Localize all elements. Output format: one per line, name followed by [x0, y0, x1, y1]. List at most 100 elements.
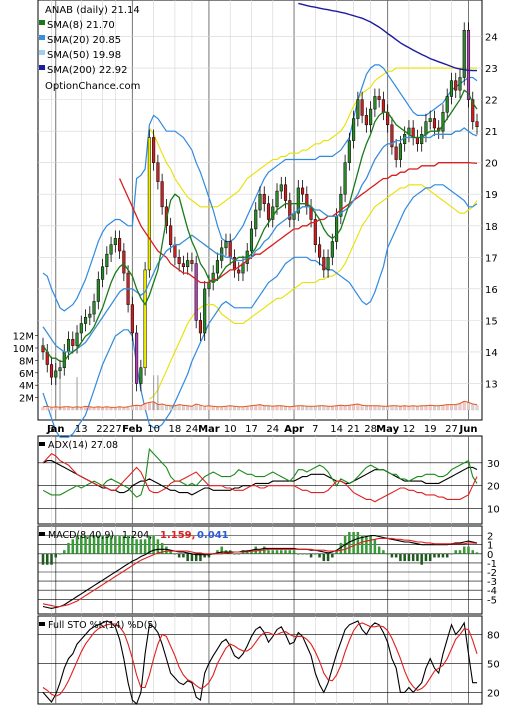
candle-body: [122, 250, 126, 274]
candle-body: [326, 257, 330, 271]
candle-body: [139, 367, 143, 384]
candle-body: [471, 99, 475, 122]
candle-body: [152, 137, 156, 163]
macd-tick-label: 0: [487, 550, 493, 561]
legend-sma20: SMA(20) 20.85: [47, 35, 121, 46]
macd-histogram-bar: [237, 553, 240, 555]
macd-histogram-bar: [173, 553, 177, 555]
candle-body: [369, 108, 373, 126]
macd-histogram-bar: [360, 535, 364, 554]
x-tick-label: 19: [424, 424, 437, 435]
volume-bar: [441, 405, 445, 411]
volume-bar: [475, 404, 479, 411]
macd-histogram-bar: [377, 546, 381, 554]
volume-bar: [105, 407, 109, 411]
volume-bar: [381, 406, 385, 411]
volume-bar: [305, 406, 309, 411]
macd-histogram-bar: [297, 553, 300, 555]
candle-body: [322, 257, 326, 271]
macd-histogram-bar: [186, 553, 189, 562]
macd-histogram-bar: [250, 550, 253, 554]
macd-histogram-bar: [177, 553, 181, 558]
volume-bar: [424, 406, 428, 411]
macd-histogram-bar: [386, 553, 389, 555]
candle-body: [237, 269, 241, 274]
candle-body: [147, 137, 151, 271]
volume-bar: [237, 407, 241, 411]
volume-bar: [173, 406, 177, 411]
volume-average: [42, 400, 478, 408]
volume-bar: [445, 404, 449, 411]
macd-histogram-bar: [309, 553, 313, 558]
sma20-line: [42, 127, 478, 353]
adx-title: ADX(14) 27.08: [48, 440, 118, 451]
volume-bar: [326, 406, 330, 411]
volume-bar: [301, 406, 304, 411]
macd-histogram-bar: [399, 553, 402, 562]
candle-body: [432, 118, 437, 129]
macd-histogram-bar: [314, 553, 317, 555]
macd-histogram-bar: [216, 550, 219, 554]
price-tick-label: 17: [485, 253, 498, 264]
volume-bar: [130, 406, 134, 411]
candle-body: [313, 219, 317, 245]
candle-body: [169, 225, 173, 245]
volume-tick-label: 4M: [19, 381, 34, 392]
macd-histogram-bar: [271, 550, 275, 554]
candles-layer: [41, 22, 479, 392]
macd-histogram-bar: [284, 550, 287, 554]
volume-bar: [220, 407, 224, 411]
candle-body: [71, 339, 75, 346]
candle-body: [352, 118, 356, 141]
price-tick-label: 15: [485, 316, 498, 327]
candle-body: [135, 332, 139, 384]
volume-bar: [398, 406, 402, 411]
volume-bar: [275, 406, 279, 411]
volume-bar: [407, 406, 411, 411]
candle-body: [279, 184, 283, 192]
candle-body: [249, 228, 254, 252]
legend-sma8: SMA(8) 21.70: [47, 20, 115, 31]
volume-bar: [135, 405, 139, 411]
macd-signal-value: 1.159,: [160, 530, 195, 541]
volume-bar: [335, 406, 339, 411]
macd-histogram-bar: [63, 550, 66, 554]
macd-histogram-bar: [441, 553, 445, 558]
candle-body: [288, 200, 292, 220]
volume-bar: [437, 406, 441, 411]
macd-histogram-bar: [450, 553, 453, 555]
candle-body: [428, 118, 432, 122]
volume-bar: [186, 406, 190, 411]
volume-bar: [245, 406, 249, 411]
chart-title: ANAB (daily) 21.14: [45, 5, 140, 16]
sto-series-line: [42, 622, 478, 697]
volume-bar: [322, 406, 326, 411]
macd-histogram-bar: [301, 553, 304, 555]
volume-bar: [169, 406, 173, 411]
adx-swatch: [39, 442, 45, 446]
sto-title: Full STO %K(14) %D(5): [48, 620, 157, 631]
macd-histogram-bar: [258, 550, 262, 554]
candle-body: [360, 99, 364, 116]
macd-histogram-bar: [467, 546, 470, 554]
volume-tick-label: 10M: [13, 344, 34, 355]
x-tick-label: 24: [266, 424, 279, 435]
volume-bar: [279, 406, 283, 411]
x-tick-label: 14: [330, 424, 343, 435]
macd-histogram-bar: [199, 553, 202, 562]
volume-bar: [433, 406, 436, 411]
volume-bar: [271, 406, 275, 411]
macd-histogram-bar: [275, 550, 279, 554]
macd-histogram-bar: [458, 550, 462, 554]
macd-histogram-bar: [233, 553, 236, 555]
volume-bar: [462, 401, 466, 411]
macd-title: MACD(8,40,9): [48, 530, 114, 541]
price-tick-label: 24: [485, 33, 498, 44]
candle-body: [101, 266, 105, 280]
macd-histogram-bar: [194, 553, 198, 562]
volume-bar: [199, 405, 202, 411]
candle-body: [449, 80, 454, 97]
volume-bar: [224, 406, 228, 411]
volume-bar: [160, 404, 164, 411]
